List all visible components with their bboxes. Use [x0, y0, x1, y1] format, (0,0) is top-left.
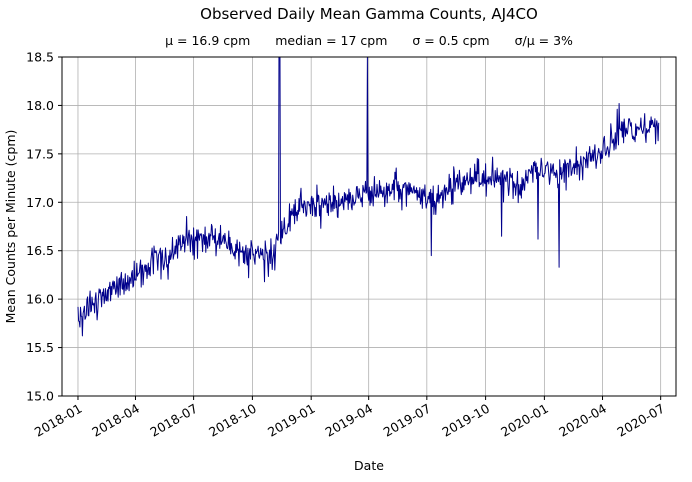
x-tick-label: 2020-07	[614, 401, 667, 440]
x-tick-label: 2018-07	[147, 401, 200, 440]
chart-title: Observed Daily Mean Gamma Counts, AJ4CO	[200, 5, 538, 23]
x-tick-label: 2018-10	[206, 401, 259, 440]
data-series-line	[77, 56, 660, 337]
stat-mean: μ = 16.9 cpm	[165, 33, 251, 48]
x-tick-label: 2019-10	[439, 401, 492, 440]
x-tick-label: 2020-04	[556, 401, 609, 440]
x-tick-label: 2019-04	[322, 401, 375, 440]
y-tick-label: 18.0	[26, 98, 54, 113]
x-tick-label: 2020-01	[498, 401, 551, 440]
stat-median: median = 17 cpm	[275, 33, 388, 48]
y-tick-label: 15.5	[26, 340, 54, 355]
y-tick-label: 18.5	[26, 50, 54, 65]
y-tick-label: 16.5	[26, 243, 54, 258]
y-tick-label: 16.0	[26, 292, 54, 307]
x-tick-label: 2019-01	[265, 401, 318, 440]
y-tick-label: 17.5	[26, 146, 54, 161]
y-tick-label: 15.0	[26, 389, 54, 404]
y-axis-label: Mean Counts per Minute (cpm)	[3, 130, 18, 324]
x-tick-label: 2019-07	[381, 401, 434, 440]
stat-sigma: σ = 0.5 cpm	[412, 33, 490, 48]
chart-stats-row: μ = 16.9 cpm median = 17 cpm σ = 0.5 cpm…	[62, 33, 676, 48]
x-tick-label: 2018-04	[89, 401, 142, 440]
x-axis-label: Date	[354, 458, 384, 473]
y-tick-label: 17.0	[26, 195, 54, 210]
x-tick-label: 2018-01	[32, 401, 85, 440]
stat-sigma-over-mu: σ/μ = 3%	[514, 33, 573, 48]
